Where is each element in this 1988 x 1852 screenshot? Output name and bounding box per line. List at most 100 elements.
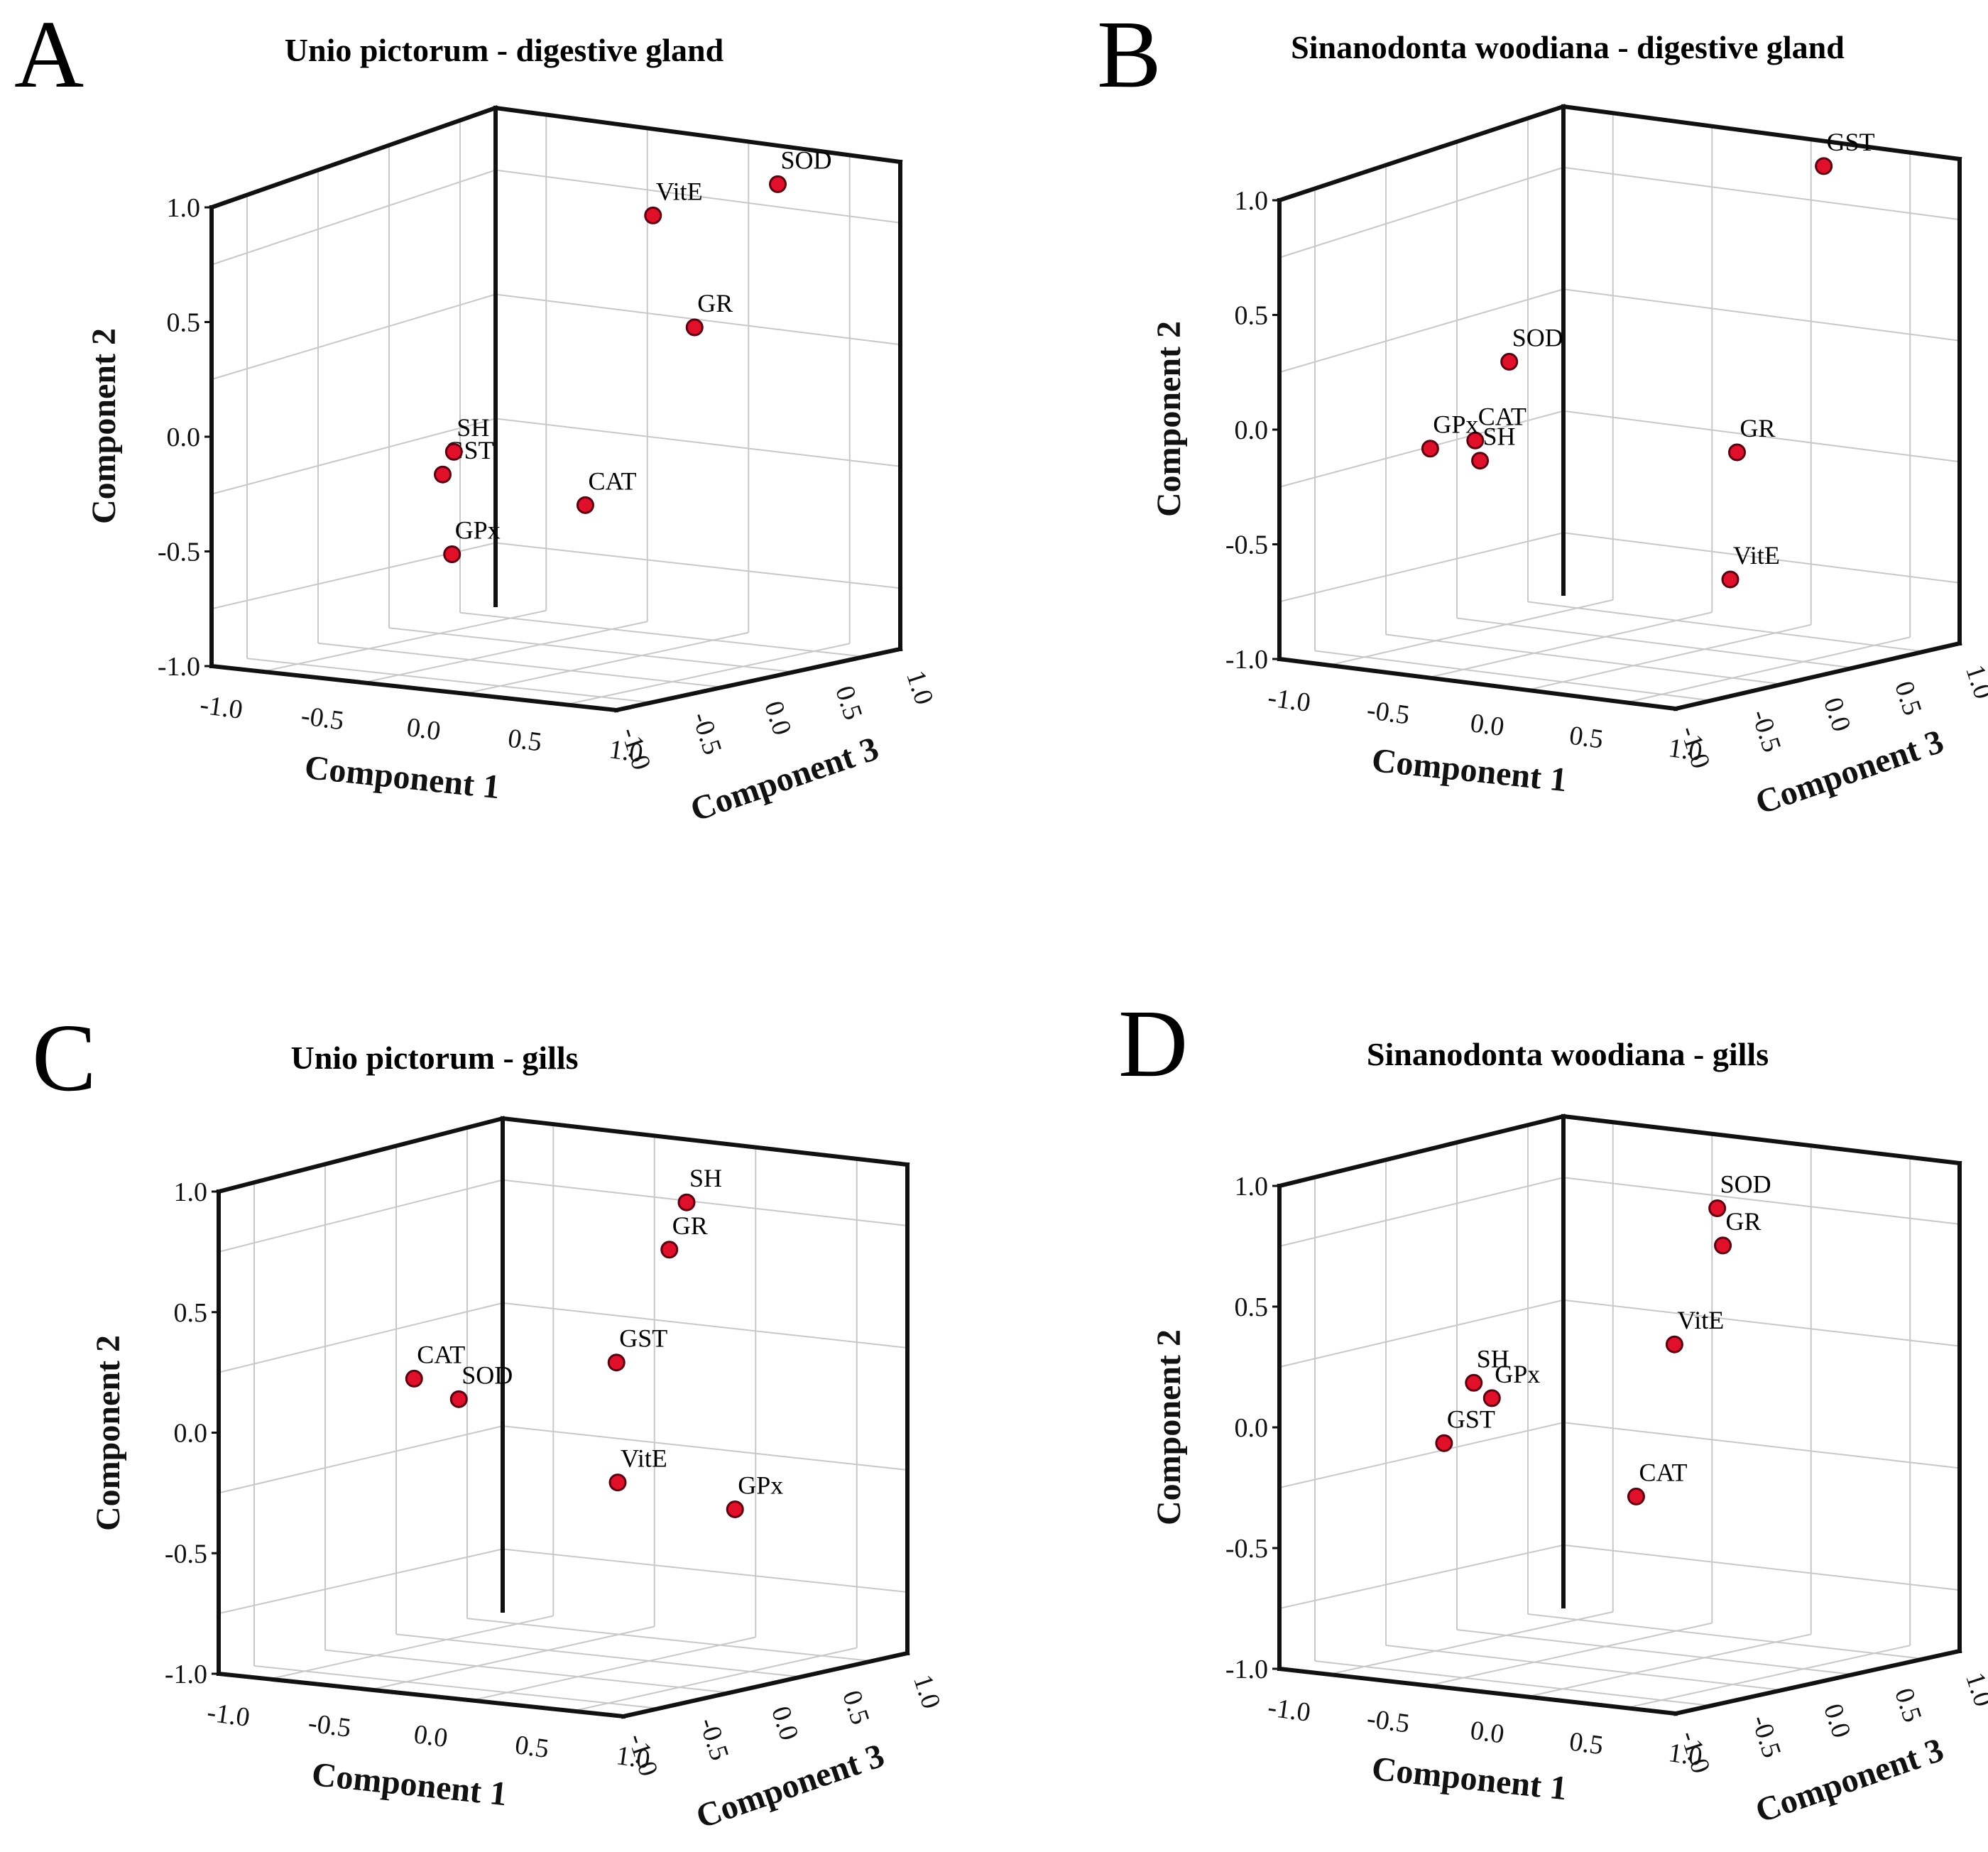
- data-point-sod[interactable]: [769, 175, 787, 193]
- panel-letter: B: [1097, 1, 1162, 108]
- gridline: [1563, 288, 1960, 342]
- gridline: [211, 418, 496, 495]
- data-point-gst[interactable]: [1815, 157, 1833, 175]
- gridline: [1626, 636, 1911, 704]
- data-label-vite: VitE: [621, 1444, 667, 1473]
- tick-labels: 1.0 0.5 0.0 -0.5 -1.0 -1.0 -0.5 0.0 0.5 1.0 1.0 0.5…: [158, 193, 939, 773]
- data-point-gpx[interactable]: [1482, 1389, 1501, 1407]
- data-point-gr[interactable]: [1714, 1236, 1732, 1255]
- data-point-vite[interactable]: [644, 206, 662, 224]
- gridline: [1563, 166, 1960, 221]
- data-point-gpx[interactable]: [443, 545, 462, 563]
- data-point-cat[interactable]: [1466, 431, 1485, 450]
- z-tick-label: 0.5: [1889, 1684, 1928, 1726]
- frame-edge: [216, 1671, 626, 1719]
- data-point-sh[interactable]: [1471, 452, 1490, 470]
- y-tick-label: -0.5: [158, 538, 200, 567]
- data-point-sod[interactable]: [1500, 352, 1519, 371]
- data-point-gpx[interactable]: [726, 1500, 744, 1518]
- z-tick-label: -0.5: [693, 1714, 735, 1764]
- data-label-cat: CAT: [1639, 1458, 1687, 1486]
- data-point-sh[interactable]: [677, 1193, 696, 1211]
- gridline: [1279, 1177, 1564, 1247]
- x-tick-label: -0.5: [306, 1708, 352, 1743]
- data-label-sh: SH: [457, 413, 489, 442]
- y-axis-label: Component 2: [1150, 321, 1188, 517]
- data-label-sod: SOD: [1512, 323, 1563, 352]
- gridline: [1563, 532, 1960, 584]
- gridline: [1279, 532, 1564, 603]
- data-point-sod[interactable]: [449, 1390, 468, 1408]
- x-tick-label: 1.0: [614, 1741, 652, 1775]
- gridline: [1563, 410, 1960, 463]
- x-axis-label: Component 1: [1370, 741, 1569, 800]
- data-label-sod: SOD: [781, 146, 832, 174]
- x-tick-label: -1.0: [1266, 682, 1312, 718]
- tick-labels: 1.0 0.5 0.0 -0.5 -1.0 -1.0 -0.5 0.0 0.5 1.0 1.0 0.5…: [165, 1177, 946, 1780]
- gridline: [269, 1615, 554, 1680]
- y-axis-label: Component 2: [85, 328, 123, 524]
- plot-area: 1.0 0.5 0.0 -0.5 -1.0 -1.0 -0.5 0.0 0.5 1.0 1.0 0.5…: [158, 105, 939, 773]
- gridline: [246, 658, 652, 704]
- panel-letter: D: [1118, 991, 1188, 1097]
- tick-labels: 1.0 0.5 0.0 -0.5 -1.0 -1.0 -0.5 0.0 0.5 1.0 1.0 0.5…: [1225, 186, 1988, 772]
- gridline: [211, 293, 496, 381]
- data-label-gpx: GPx: [738, 1471, 783, 1499]
- x-tick-label: -0.5: [1365, 1704, 1411, 1739]
- x-tick-label: 1.0: [1666, 1738, 1704, 1772]
- gridline: [1279, 1299, 1564, 1368]
- data-point-gr[interactable]: [1728, 443, 1746, 462]
- plot-area: 1.0 0.5 0.0 -0.5 -1.0 -1.0 -0.5 0.0 0.5 1.0 1.0 0.5…: [1225, 1113, 1988, 1777]
- panel-title: Unio pictorum - gills: [290, 1040, 578, 1076]
- panel-title: Unio pictorum - digestive gland: [285, 32, 724, 68]
- gridline: [324, 1649, 731, 1694]
- data-label-gpx: GPx: [1495, 1360, 1540, 1388]
- data-label-vite: VitE: [656, 177, 703, 205]
- frame-edge: [1673, 641, 1962, 712]
- frame-edge: [1277, 1113, 1566, 1189]
- panel-a: A Unio pictorum - digestive gland 1.0 0.5…: [14, 1, 939, 829]
- data-point-sh[interactable]: [444, 442, 463, 461]
- data-point-gr[interactable]: [660, 1241, 679, 1259]
- gridline: [1563, 1177, 1960, 1225]
- data-point-gr[interactable]: [685, 318, 704, 337]
- data-point-cat[interactable]: [405, 1369, 423, 1388]
- data-point-vite[interactable]: [608, 1474, 627, 1492]
- gridline: [1428, 611, 1713, 679]
- gridline: [218, 1179, 503, 1253]
- gridline: [502, 1548, 908, 1593]
- x-tick-label: -1.0: [198, 690, 244, 725]
- z-tick-label: 0.0: [1818, 694, 1857, 735]
- panel-b: B Sinanodonta woodiana - digestive gland…: [1097, 1, 1988, 822]
- panel-letter: A: [14, 1, 84, 108]
- gridline: [1385, 1645, 1783, 1691]
- gridline: [211, 169, 496, 266]
- z-tick-label: 1.0: [900, 667, 939, 708]
- gridline: [502, 1179, 908, 1226]
- plot-area: 1.0 0.5 0.0 -0.5 -1.0 -1.0 -0.5 0.0 0.5 1.0 1.0 0.5…: [165, 1116, 946, 1780]
- data-point-gpx[interactable]: [1421, 440, 1439, 458]
- data-point-vite[interactable]: [1721, 570, 1740, 589]
- data-point-cat[interactable]: [576, 496, 594, 514]
- gridline: [502, 1302, 908, 1349]
- data-point-vite[interactable]: [1665, 1335, 1683, 1353]
- data-point-cat[interactable]: [1627, 1487, 1645, 1505]
- gridline: [1563, 1544, 1960, 1591]
- x-tick-label: 1.0: [607, 734, 645, 768]
- data-point-gst[interactable]: [1435, 1434, 1453, 1452]
- gridline: [1385, 633, 1783, 685]
- data-label-gst: GST: [1447, 1405, 1495, 1433]
- frame-edge: [1673, 1648, 1962, 1716]
- data-point-gst[interactable]: [434, 465, 452, 484]
- data-point-sod[interactable]: [1708, 1199, 1727, 1217]
- x-axis-label: Component 1: [310, 1755, 509, 1814]
- x-axis-label: Component 1: [303, 748, 502, 807]
- data-point-sh[interactable]: [1465, 1373, 1483, 1392]
- y-tick-label: 1.0: [1235, 186, 1269, 216]
- gridline: [363, 621, 648, 684]
- gridline: [262, 609, 547, 672]
- data-point-gst[interactable]: [607, 1353, 626, 1372]
- gridline: [495, 169, 901, 224]
